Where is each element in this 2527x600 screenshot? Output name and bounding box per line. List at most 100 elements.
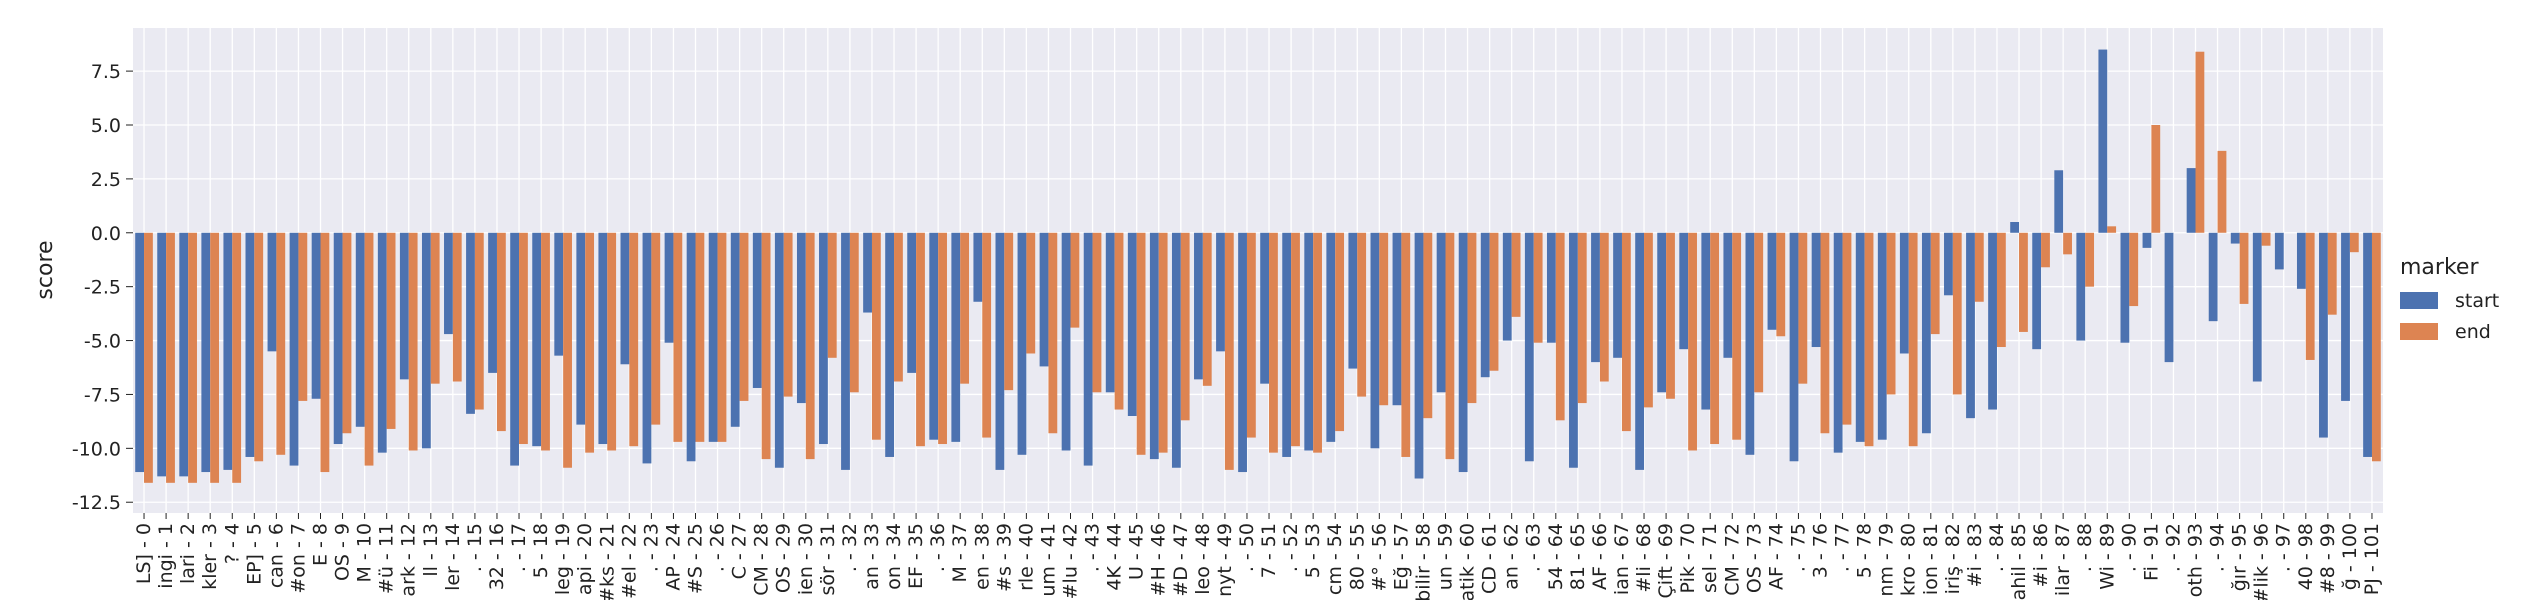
bar-start-35 — [907, 232, 917, 373]
x-tick-label: CM - 28 — [751, 523, 773, 596]
bar-start-23 — [642, 232, 652, 464]
bar-end-21 — [607, 232, 617, 451]
legend-label-start: start — [2455, 290, 2499, 312]
x-tick-label: #ü - 11 — [376, 523, 398, 594]
y-tick-label: -2.5 — [84, 277, 121, 299]
x-tick-label: #i - 86 — [2030, 523, 2052, 587]
bar-end-77 — [1842, 232, 1852, 425]
bar-start-19 — [554, 232, 564, 356]
bar-end-9 — [342, 232, 352, 434]
bar-end-69 — [1666, 232, 1675, 399]
bar-end-39 — [1004, 232, 1014, 391]
x-tick-label: #lu - 42 — [1060, 523, 1082, 599]
bar-end-53 — [1313, 232, 1322, 453]
x-tick-label: ian - 67 — [1611, 523, 1633, 595]
bar-start-30 — [796, 232, 806, 404]
legend-title: marker — [2400, 255, 2479, 280]
bar-end-85 — [2019, 232, 2028, 332]
bar-start-53 — [1304, 232, 1314, 451]
bar-start-6 — [267, 232, 277, 352]
bar-end-88 — [2085, 232, 2095, 287]
bar-start-16 — [488, 232, 497, 373]
bar-start-34 — [885, 232, 895, 457]
bar-start-92 — [2164, 232, 2174, 363]
bar-start-43 — [1083, 232, 1093, 466]
bar-start-42 — [1061, 232, 1071, 451]
y-tick-label: 7.5 — [91, 61, 121, 83]
bar-start-55 — [1348, 232, 1358, 369]
bar-start-39 — [995, 232, 1005, 470]
x-tick-label: 54 - 64 — [1545, 523, 1567, 590]
x-tick-label: #s - 39 — [993, 523, 1015, 592]
bar-start-70 — [1679, 232, 1689, 350]
x-tick-label: ark - 12 — [398, 523, 420, 597]
x-tick-label: #8 - 99 — [2317, 523, 2339, 594]
x-tick-label: ingi - 1 — [155, 523, 177, 589]
x-tick-label: . - 92 — [2162, 523, 2184, 572]
bar-end-70 — [1688, 232, 1697, 451]
x-tick-label: 5 - 78 — [1854, 523, 1876, 578]
bar-start-81 — [1921, 232, 1931, 434]
bar-start-13 — [421, 232, 431, 449]
bar-end-5 — [254, 232, 264, 462]
bar-end-76 — [1820, 232, 1830, 434]
x-tick-label: #ks - 21 — [596, 523, 618, 600]
bar-end-94 — [2217, 150, 2227, 233]
bar-start-2 — [179, 232, 189, 477]
bar-start-82 — [1944, 232, 1953, 296]
bar-start-50 — [1238, 232, 1247, 473]
x-axis-ticks: LS] - 0 ingi - 1 lari - 2 kler - 3? - 4 EP] … — [133, 513, 2383, 600]
bar-end-63 — [1533, 232, 1543, 343]
bar-end-57 — [1401, 232, 1411, 457]
bar-end-52 — [1291, 232, 1300, 447]
x-tick-label: atik - 60 — [1457, 523, 1479, 600]
x-tick-label: rle - 40 — [1015, 523, 1037, 591]
x-tick-label: . - 90 — [2118, 523, 2140, 572]
bar-end-82 — [1952, 232, 1962, 395]
bar-end-93 — [2195, 51, 2205, 233]
x-tick-label: M - 37 — [949, 523, 971, 583]
x-tick-label: an - 62 — [1501, 523, 1523, 590]
x-tick-label: #lik - 96 — [2251, 523, 2273, 600]
bar-start-21 — [598, 232, 608, 445]
bar-start-56 — [1370, 232, 1380, 449]
bar-end-72 — [1732, 232, 1742, 440]
bar-start-71 — [1701, 232, 1711, 410]
bar-end-19 — [563, 232, 572, 468]
bar-end-40 — [1026, 232, 1036, 354]
x-tick-label: AP - 24 — [662, 523, 684, 591]
y-tick-label: 2.5 — [91, 169, 121, 191]
x-tick-label: ğ - 100 — [2339, 523, 2361, 590]
x-tick-label: E - 8 — [310, 523, 332, 566]
plot-background — [133, 28, 2383, 513]
bar-start-31 — [819, 232, 828, 445]
bar-start-33 — [863, 232, 872, 313]
x-tick-label: EF - 35 — [905, 523, 927, 589]
x-tick-label: . - 32 — [839, 523, 861, 572]
bar-start-12 — [399, 232, 409, 380]
x-tick-label: #el - 22 — [618, 523, 640, 599]
bar-start-4 — [223, 232, 233, 470]
x-tick-label: on - 34 — [883, 523, 905, 590]
bar-end-73 — [1754, 232, 1764, 393]
bar-start-32 — [841, 232, 850, 470]
bar-start-78 — [1855, 232, 1865, 442]
bar-end-79 — [1886, 232, 1896, 395]
x-tick-label: #H - 46 — [1148, 523, 1170, 596]
bar-start-95 — [2230, 232, 2240, 244]
bar-end-81 — [1930, 232, 1940, 335]
bar-end-26 — [717, 232, 727, 442]
x-tick-label: . - 50 — [1236, 523, 1258, 572]
x-tick-label: . - 43 — [1082, 523, 1104, 572]
x-tick-label: . - 77 — [1832, 523, 1854, 572]
bar-end-56 — [1379, 232, 1389, 406]
bar-start-11 — [377, 232, 387, 453]
x-tick-label: 32 - 16 — [486, 523, 508, 590]
bar-end-42 — [1070, 232, 1080, 328]
bar-start-25 — [686, 232, 696, 462]
bar-start-86 — [2032, 232, 2042, 350]
bar-end-68 — [1644, 232, 1653, 408]
x-tick-label: ion - 81 — [1920, 523, 1942, 595]
bar-end-62 — [1511, 232, 1521, 317]
bar-end-30 — [805, 232, 815, 460]
